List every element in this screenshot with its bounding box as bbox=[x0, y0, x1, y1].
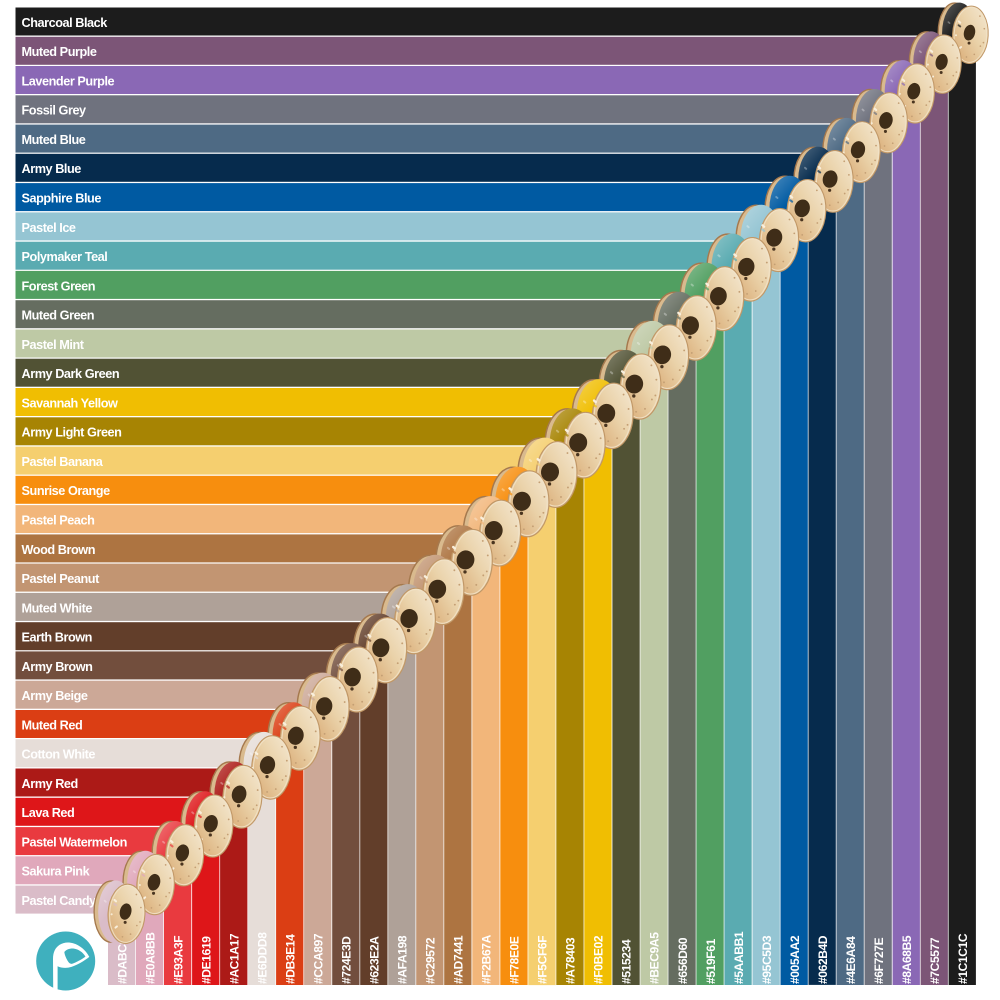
svg-text:Pastel Peach: Pastel Peach bbox=[22, 514, 95, 528]
svg-text:Pastel Candy: Pastel Candy bbox=[22, 894, 97, 908]
svg-text:#A78403: #A78403 bbox=[564, 937, 578, 984]
svg-text:Pastel Peanut: Pastel Peanut bbox=[22, 572, 101, 586]
svg-text:#E0A8BB: #E0A8BB bbox=[143, 932, 157, 984]
svg-text:Wood Brown: Wood Brown bbox=[22, 543, 96, 557]
svg-text:#F5CF6F: #F5CF6F bbox=[536, 936, 550, 984]
svg-text:Fossil Grey: Fossil Grey bbox=[22, 104, 87, 118]
svg-text:#E93A3F: #E93A3F bbox=[171, 936, 185, 984]
svg-text:#7C5577: #7C5577 bbox=[928, 937, 942, 984]
svg-text:#724E3D: #724E3D bbox=[340, 936, 354, 984]
svg-text:Pastel Banana: Pastel Banana bbox=[22, 455, 104, 469]
svg-text:#AC1A17: #AC1A17 bbox=[227, 933, 241, 984]
svg-text:#623E2A: #623E2A bbox=[368, 936, 382, 984]
svg-text:Muted Purple: Muted Purple bbox=[22, 45, 97, 59]
svg-text:#AFA198: #AFA198 bbox=[396, 935, 410, 984]
svg-text:#6F727E: #6F727E bbox=[872, 937, 886, 984]
svg-text:#519F61: #519F61 bbox=[704, 938, 718, 984]
svg-text:#BEC9A5: #BEC9A5 bbox=[648, 932, 662, 984]
svg-text:#005AA2: #005AA2 bbox=[788, 935, 802, 984]
svg-text:Army Dark Green: Army Dark Green bbox=[22, 367, 120, 381]
svg-text:Army Beige: Army Beige bbox=[22, 689, 88, 703]
svg-text:Earth Brown: Earth Brown bbox=[22, 631, 92, 645]
svg-text:Forest Green: Forest Green bbox=[22, 279, 96, 293]
svg-text:Sunrise Orange: Sunrise Orange bbox=[22, 484, 111, 498]
svg-text:#515234: #515234 bbox=[620, 939, 634, 984]
svg-text:Army Light Green: Army Light Green bbox=[22, 426, 122, 440]
svg-text:Army Blue: Army Blue bbox=[22, 162, 82, 176]
svg-text:#F78E0E: #F78E0E bbox=[508, 936, 522, 984]
svg-text:Army Red: Army Red bbox=[22, 777, 78, 791]
svg-text:#1C1C1C: #1C1C1C bbox=[956, 933, 970, 984]
svg-text:Charcoal Black: Charcoal Black bbox=[22, 16, 109, 30]
svg-text:#F2B67A: #F2B67A bbox=[480, 934, 494, 984]
svg-text:#C29572: #C29572 bbox=[424, 937, 438, 984]
svg-text:#4E6A84: #4E6A84 bbox=[844, 936, 858, 984]
svg-text:#CCA897: #CCA897 bbox=[312, 933, 326, 984]
svg-text:Army Brown: Army Brown bbox=[22, 660, 93, 674]
svg-text:#062B4D: #062B4D bbox=[816, 935, 830, 984]
svg-text:Pastel Watermelon: Pastel Watermelon bbox=[22, 836, 127, 850]
svg-text:#E6DDD8: #E6DDD8 bbox=[255, 932, 269, 984]
svg-text:Lavender Purple: Lavender Purple bbox=[22, 74, 115, 88]
svg-text:Sapphire Blue: Sapphire Blue bbox=[22, 192, 102, 206]
svg-text:Muted White: Muted White bbox=[22, 601, 93, 615]
svg-text:Pastel Mint: Pastel Mint bbox=[22, 338, 85, 352]
svg-text:#95C5D3: #95C5D3 bbox=[760, 935, 774, 984]
svg-text:#8A68B5: #8A68B5 bbox=[900, 935, 914, 984]
svg-text:#F0BE02: #F0BE02 bbox=[592, 935, 606, 984]
svg-text:#656D60: #656D60 bbox=[676, 937, 690, 984]
svg-text:#DB3E14: #DB3E14 bbox=[284, 934, 298, 984]
svg-text:Lava Red: Lava Red bbox=[22, 806, 75, 820]
svg-text:#DE1619: #DE1619 bbox=[199, 936, 213, 984]
svg-text:Muted Red: Muted Red bbox=[22, 718, 83, 732]
svg-text:Savannah Yellow: Savannah Yellow bbox=[22, 396, 119, 410]
svg-text:Cotton White: Cotton White bbox=[22, 748, 96, 762]
svg-text:#5AABB1: #5AABB1 bbox=[732, 931, 746, 984]
svg-text:Sakura Pink: Sakura Pink bbox=[22, 865, 91, 879]
svg-text:Muted Blue: Muted Blue bbox=[22, 133, 86, 147]
svg-text:Pastel Ice: Pastel Ice bbox=[22, 221, 76, 235]
svg-text:#AD7441: #AD7441 bbox=[452, 935, 466, 984]
svg-text:Polymaker Teal: Polymaker Teal bbox=[22, 250, 108, 264]
svg-text:Muted Green: Muted Green bbox=[22, 309, 95, 323]
